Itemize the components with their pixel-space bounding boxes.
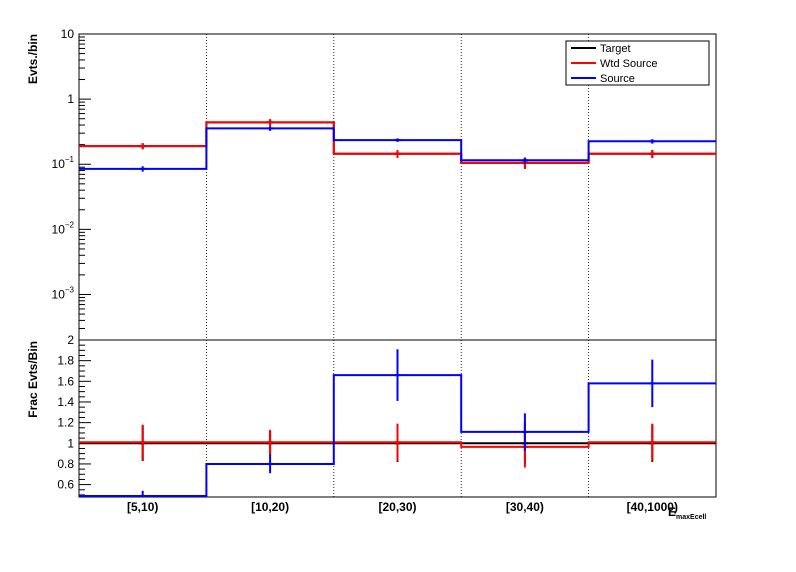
- bottom-y-axis: 0.6 0.8 1 1.2 1.4 1.6 1.8 2: [57, 333, 91, 496]
- bottom-x-axis-title: EmaxEcell: [668, 505, 706, 521]
- tick-base: 1: [67, 92, 74, 106]
- y-tick-label: 0.6: [57, 478, 74, 492]
- legend-label: Source: [600, 73, 635, 85]
- tick-exponent: −3: [65, 285, 75, 294]
- tick-base: 10: [52, 157, 66, 171]
- y-tick-label: 10−3: [52, 285, 75, 301]
- y-tick-label: 10−2: [52, 220, 75, 236]
- top-y-axis-title: Evts./bin: [26, 34, 40, 84]
- y-tick-label: 1: [67, 436, 74, 450]
- series-line-wtd-source: [79, 441, 716, 448]
- top-series: [79, 119, 716, 172]
- y-tick-label: 1.2: [57, 416, 74, 430]
- x-category-label: [20,30): [378, 500, 416, 514]
- y-tick-label: 1.4: [57, 395, 74, 409]
- x-category-label: [30,40): [506, 500, 544, 514]
- bottom-plot-frame: [78, 339, 717, 498]
- y-tick-label: 1: [67, 92, 74, 106]
- y-tick-label: 1.6: [57, 374, 74, 388]
- legend-label: Target: [600, 43, 631, 55]
- bottom-series: [79, 349, 716, 497]
- tick-exponent: −2: [65, 220, 75, 229]
- tick-exponent: −1: [65, 155, 75, 164]
- legend: Target Wtd Source Source: [565, 40, 710, 86]
- bottom-panel: 0.6 0.8 1 1.2 1.4 1.6 1.8 2 [5,10) [10,20) [20,30…: [26, 333, 717, 521]
- x-category-label: [10,20): [251, 500, 289, 514]
- y-tick-label: 0.8: [57, 457, 74, 471]
- x-axis-title-main: E: [668, 505, 676, 519]
- y-tick-label: 10: [61, 27, 75, 41]
- tick-base: 10: [61, 27, 75, 41]
- y-tick-label: 10−1: [52, 155, 75, 171]
- x-category-label: [5,10): [127, 500, 158, 514]
- tick-base: 10: [52, 222, 66, 236]
- y-tick-label: 1.8: [57, 354, 74, 368]
- series-line-source: [79, 127, 716, 170]
- grid-lines: [205, 34, 589, 497]
- y-tick-label: 2: [67, 333, 74, 347]
- tick-base: 10: [52, 287, 66, 301]
- x-category-label: [40,1000): [627, 500, 678, 514]
- x-axis-category-labels: [5,10) [10,20) [20,30) [30,40) [40,1000): [127, 500, 678, 514]
- legend-label: Wtd Source: [600, 58, 657, 70]
- x-axis-title-sub: maxEcell: [676, 514, 706, 521]
- bottom-y-axis-title: Frac Evts/Bin: [26, 341, 40, 418]
